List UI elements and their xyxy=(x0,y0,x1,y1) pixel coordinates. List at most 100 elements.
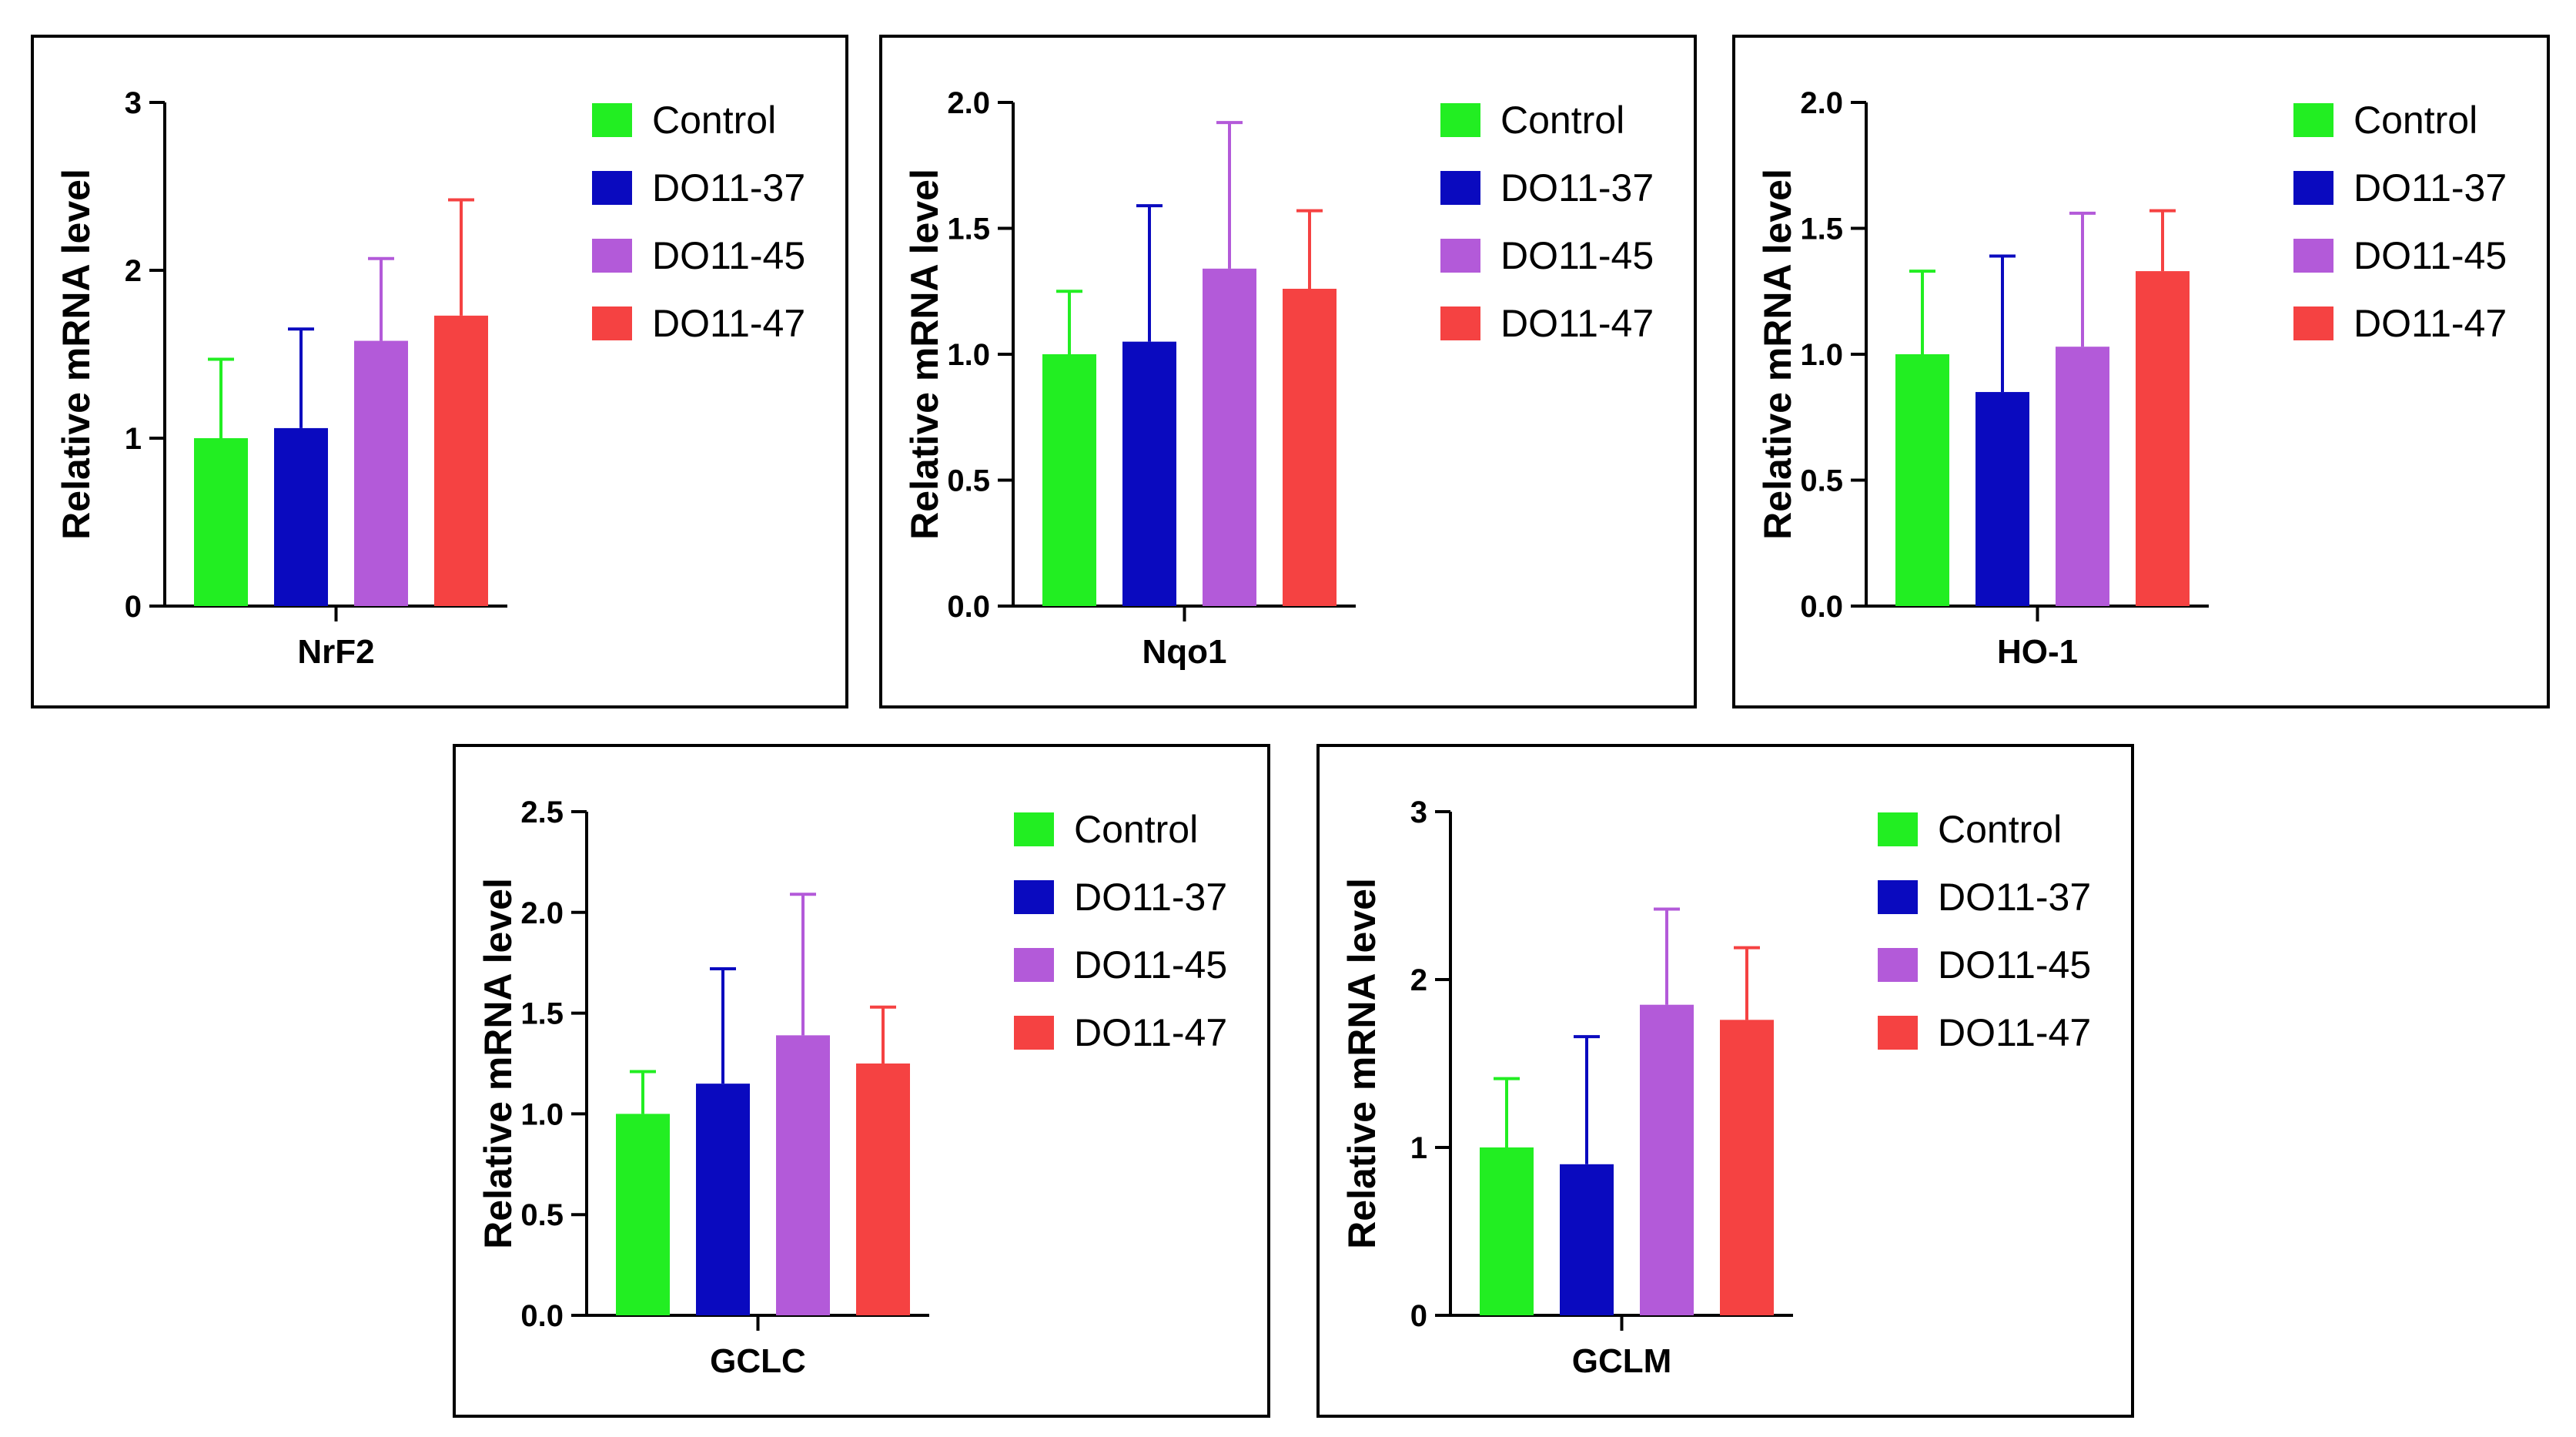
legend-swatch xyxy=(1014,1016,1054,1050)
legend-label: DO11-37 xyxy=(652,166,805,209)
bar xyxy=(274,427,328,606)
legend-label: DO11-47 xyxy=(1938,1011,2091,1054)
legend-label: DO11-45 xyxy=(2354,234,2507,277)
legend-swatch xyxy=(1878,1016,1918,1050)
x-axis-label: GCLC xyxy=(710,1342,806,1380)
legend-swatch xyxy=(1014,948,1054,982)
y-tick-label: 2 xyxy=(1410,963,1427,997)
bar xyxy=(2136,271,2190,606)
y-tick-label: 1 xyxy=(1410,1131,1427,1165)
x-axis-label: HO-1 xyxy=(1997,633,2078,671)
bar xyxy=(434,315,488,606)
legend-swatch xyxy=(1440,306,1480,340)
bar xyxy=(2056,347,2109,606)
bar xyxy=(1975,392,2029,606)
y-tick-label: 0.0 xyxy=(520,1299,564,1333)
legend-label: DO11-45 xyxy=(652,234,805,277)
y-tick-label: 1.5 xyxy=(1800,213,1843,246)
y-tick-label: 0.0 xyxy=(947,590,990,624)
bar xyxy=(1640,1004,1694,1315)
chart-panel-ho1: Relative mRNA level 0.0 0.5 1.0 1.5 2.0 HO-1 Co… xyxy=(1732,35,2550,708)
bar xyxy=(354,340,408,606)
y-tick-label: 0 xyxy=(1410,1299,1427,1333)
legend-label: DO11-47 xyxy=(1074,1011,1227,1054)
y-tick-label: 2.0 xyxy=(520,896,564,930)
y-tick-label: 0.5 xyxy=(947,464,990,498)
legend-label: Control xyxy=(652,99,776,142)
bar-chart-svg: Relative mRNA level 0.0 0.5 1.0 1.5 2.0 Nqo1 Co… xyxy=(903,86,1654,671)
legend-label: DO11-47 xyxy=(652,302,805,345)
legend-swatch xyxy=(592,239,632,273)
legend-label: Control xyxy=(1074,808,1198,851)
y-axis-label: Relative mRNA level xyxy=(477,878,520,1249)
bar xyxy=(1720,1020,1774,1315)
chart-panel-nrf2: Relative mRNA level 0 1 2 3 NrF2 Control DO11-3… xyxy=(31,35,848,708)
legend-label: DO11-37 xyxy=(1500,166,1654,209)
x-axis-label: GCLM xyxy=(1572,1342,1672,1380)
bar-chart-svg: Relative mRNA level 0.0 0.5 1.0 1.5 2.0 2.5 GCL… xyxy=(477,796,1227,1380)
legend-label: Control xyxy=(1500,99,1624,142)
y-axis-label: Relative mRNA level xyxy=(1756,169,1799,540)
legend-label: DO11-45 xyxy=(1500,234,1654,277)
chart-panel-gclc: Relative mRNA level 0.0 0.5 1.0 1.5 2.0 2.5 GCL… xyxy=(453,744,1270,1418)
y-tick-label: 0.5 xyxy=(520,1198,564,1232)
legend-label: DO11-37 xyxy=(1074,876,1227,919)
legend-swatch xyxy=(2293,171,2333,205)
legend-swatch xyxy=(1440,171,1480,205)
legend-swatch xyxy=(2293,239,2333,273)
legend-swatch xyxy=(1878,880,1918,914)
legend-swatch xyxy=(2293,306,2333,340)
bar xyxy=(1895,354,1949,606)
y-tick-label: 2.5 xyxy=(520,796,564,829)
chart-panel-gclm: Relative mRNA level 0 1 2 3 GCLM Control DO11-3… xyxy=(1316,744,2134,1418)
bar xyxy=(696,1084,750,1315)
legend-swatch xyxy=(592,306,632,340)
bar xyxy=(776,1035,830,1315)
legend-label: DO11-47 xyxy=(1500,302,1654,345)
x-axis-label: Nqo1 xyxy=(1142,633,1227,671)
chart-panel-nqo1: Relative mRNA level 0.0 0.5 1.0 1.5 2.0 Nqo1 Co… xyxy=(879,35,1697,708)
bar-chart-svg: Relative mRNA level 0 1 2 3 GCLM Control DO11-3… xyxy=(1340,796,2091,1380)
legend-swatch xyxy=(1014,880,1054,914)
bar xyxy=(1042,354,1096,606)
legend-label: DO11-37 xyxy=(2354,166,2507,209)
legend-swatch xyxy=(2293,103,2333,137)
bar xyxy=(1480,1147,1534,1315)
y-tick-label: 1 xyxy=(125,422,142,456)
y-axis-label: Relative mRNA level xyxy=(903,169,946,540)
bar xyxy=(1283,288,1337,606)
y-tick-label: 1.0 xyxy=(520,1097,564,1131)
y-tick-label: 0.0 xyxy=(1800,590,1843,624)
legend-label: DO11-47 xyxy=(2354,302,2507,345)
bar xyxy=(1203,268,1256,606)
bar-chart-svg: Relative mRNA level 0.0 0.5 1.0 1.5 2.0 HO-1 Co… xyxy=(1756,86,2507,671)
legend-label: Control xyxy=(1938,808,2062,851)
legend-label: DO11-37 xyxy=(1938,876,2091,919)
legend-label: DO11-45 xyxy=(1938,943,2091,986)
y-tick-label: 3 xyxy=(1410,796,1427,829)
y-tick-label: 1.0 xyxy=(1800,338,1843,372)
y-tick-label: 3 xyxy=(125,86,142,120)
y-tick-label: 2.0 xyxy=(947,86,990,120)
y-tick-label: 1.5 xyxy=(947,213,990,246)
legend-swatch xyxy=(1440,103,1480,137)
y-tick-label: 0.5 xyxy=(1800,464,1843,498)
bar xyxy=(616,1114,670,1315)
y-tick-label: 2.0 xyxy=(1800,86,1843,120)
y-axis-label: Relative mRNA level xyxy=(1340,878,1383,1249)
legend-swatch xyxy=(1878,948,1918,982)
legend-label: Control xyxy=(2354,99,2477,142)
legend-swatch xyxy=(592,103,632,137)
y-tick-label: 1.5 xyxy=(520,997,564,1031)
bar xyxy=(194,438,248,606)
y-tick-label: 2 xyxy=(125,254,142,288)
y-tick-label: 1.0 xyxy=(947,338,990,372)
legend-label: DO11-45 xyxy=(1074,943,1227,986)
y-axis-label: Relative mRNA level xyxy=(55,169,98,540)
y-tick-label: 0 xyxy=(125,590,142,624)
legend-swatch xyxy=(1440,239,1480,273)
bar xyxy=(1560,1164,1614,1315)
bar-chart-svg: Relative mRNA level 0 1 2 3 NrF2 Control DO11-3… xyxy=(55,86,805,671)
legend-swatch xyxy=(1878,812,1918,846)
x-axis-label: NrF2 xyxy=(297,633,374,671)
